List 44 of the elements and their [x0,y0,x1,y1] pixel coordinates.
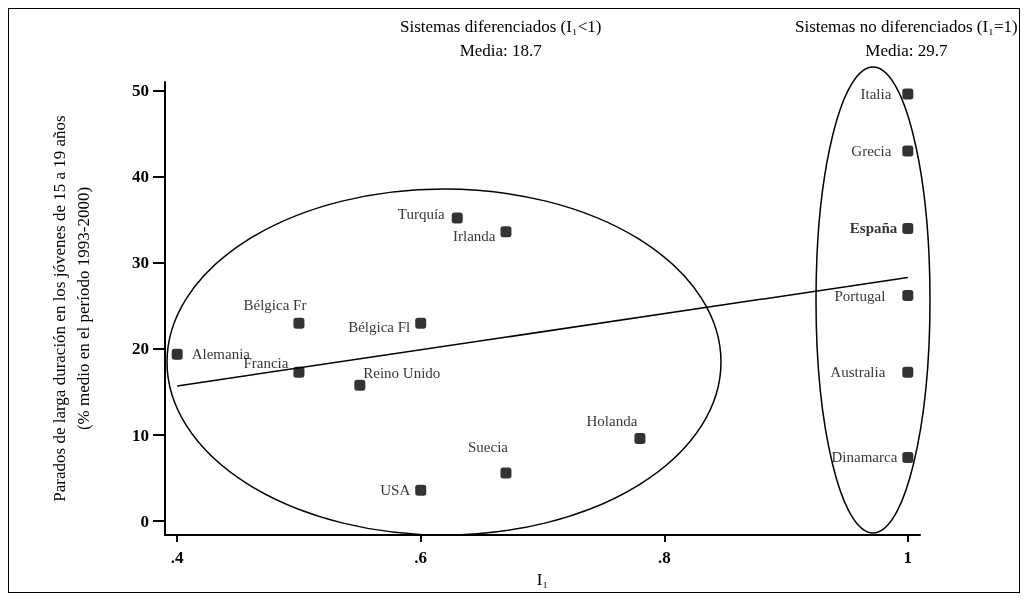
point [354,379,366,391]
y-axis-title: Parados de larga duración en los jóvenes de 15 a 19 años (% medio en el período 1993-2000) [49,115,93,502]
series-label: Australia [830,364,886,381]
x-tick-label: 1 [903,548,913,567]
point [902,145,914,157]
series-label: Bélgica Fr [243,297,307,314]
series-label: Italia [860,86,892,103]
y-tick-label: 50 [132,81,149,101]
series-label: USA [380,482,411,499]
text: Sistemas diferenciados (I₁<1) Media: 18.7 [400,16,602,60]
y-tick-label: 10 [132,425,149,445]
point [500,467,512,479]
series-label: Suecia [467,438,509,455]
series-label: Reino Unido [363,365,441,382]
point [415,484,427,496]
series-label: Portugal [834,287,886,304]
y-tick-label: 30 [132,253,149,273]
point [171,348,183,360]
y-tick-label: 0 [140,511,149,531]
point [293,317,305,329]
point [902,451,914,463]
x-tick-label: .4 [170,548,185,567]
x-axis-title: I₁ [536,569,549,589]
series-label: Grecia [851,142,892,159]
series-label: España [849,220,898,237]
point [415,317,427,329]
point [634,433,646,445]
series-label: Irlanda [452,227,496,244]
point [902,222,914,234]
point [902,366,914,378]
text: Sistemas no diferenciados (I₁=1) Media: 29.7 [795,16,1018,60]
point [902,88,914,100]
x-tick-label: .8 [657,548,671,567]
series-label: Turquía [397,206,446,223]
y-tick-label: 40 [132,167,149,187]
point [293,366,305,378]
point [902,290,914,302]
series-label: Dinamarca [831,449,898,466]
point [451,212,463,224]
x-tick-label: .6 [414,548,428,567]
series-label: Bélgica Fl [348,319,411,336]
series-label: Holanda [586,412,638,429]
y-tick-label: 20 [132,339,149,359]
point [500,226,512,238]
